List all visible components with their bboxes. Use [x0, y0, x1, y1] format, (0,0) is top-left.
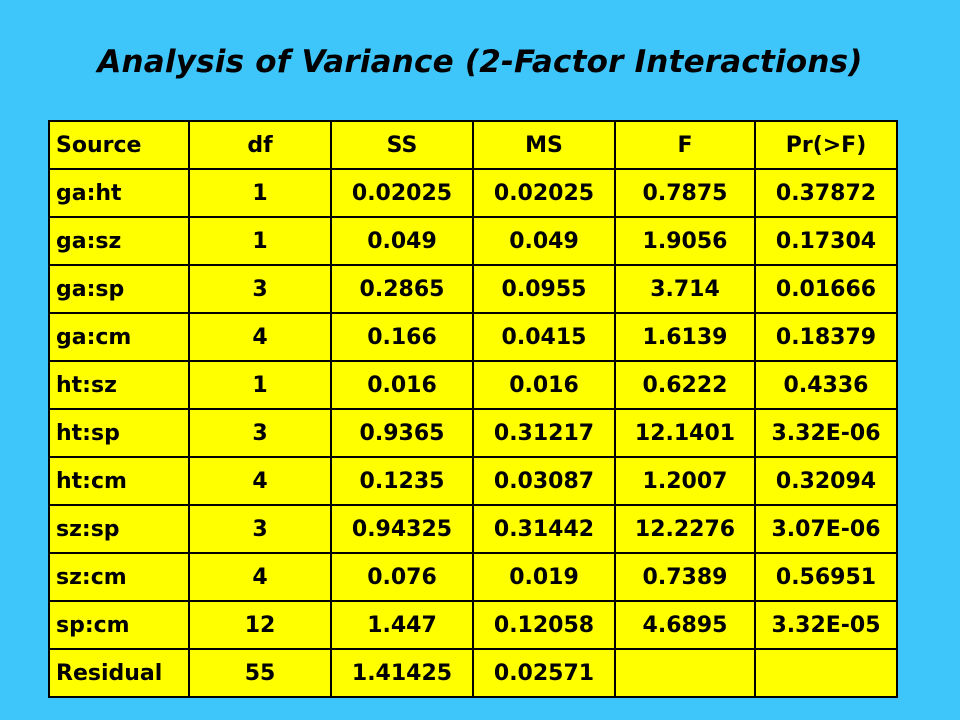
- cell-f: 12.1401: [614, 408, 756, 458]
- cell-source: ga:sp: [48, 264, 190, 314]
- cell-ss: 0.1235: [330, 456, 474, 506]
- cell-ss: 0.166: [330, 312, 474, 362]
- anova-table-container: Source df SS MS F Pr(>F) ga:ht 1 0.02025 0.…: [48, 120, 898, 698]
- cell-ss: 0.049: [330, 216, 474, 266]
- cell-df: 3: [188, 264, 332, 314]
- anova-table: Source df SS MS F Pr(>F) ga:ht 1 0.02025 0.…: [48, 120, 898, 698]
- cell-f: 1.9056: [614, 216, 756, 266]
- cell-df: 12: [188, 600, 332, 650]
- cell-pvalue: 0.18379: [754, 312, 898, 362]
- cell-ss: 0.94325: [330, 504, 474, 554]
- cell-f: [614, 648, 756, 698]
- cell-df: 1: [188, 216, 332, 266]
- table-row: ht:sz 1 0.016 0.016 0.6222 0.4336: [48, 360, 898, 410]
- cell-source: sp:cm: [48, 600, 190, 650]
- cell-source: ga:ht: [48, 168, 190, 218]
- cell-pvalue: 3.07E-06: [754, 504, 898, 554]
- table-row: ga:ht 1 0.02025 0.02025 0.7875 0.37872: [48, 168, 898, 218]
- cell-pvalue: 0.4336: [754, 360, 898, 410]
- table-row: sp:cm 12 1.447 0.12058 4.6895 3.32E-05: [48, 600, 898, 650]
- cell-ms: 0.02571: [472, 648, 616, 698]
- cell-pvalue: 3.32E-06: [754, 408, 898, 458]
- header-cell-source: Source: [48, 120, 190, 170]
- cell-ss: 0.2865: [330, 264, 474, 314]
- cell-df: 55: [188, 648, 332, 698]
- cell-ms: 0.03087: [472, 456, 616, 506]
- table-row: sz:sp 3 0.94325 0.31442 12.2276 3.07E-06: [48, 504, 898, 554]
- cell-df: 1: [188, 168, 332, 218]
- header-cell-df: df: [188, 120, 332, 170]
- page-title: Analysis of Variance (2-Factor Interacti…: [97, 44, 863, 80]
- cell-pvalue: 3.32E-05: [754, 600, 898, 650]
- header-cell-pvalue: Pr(>F): [754, 120, 898, 170]
- cell-pvalue: 0.32094: [754, 456, 898, 506]
- cell-pvalue: 0.37872: [754, 168, 898, 218]
- cell-f: 12.2276: [614, 504, 756, 554]
- header-cell-f: F: [614, 120, 756, 170]
- table-row: ga:sz 1 0.049 0.049 1.9056 0.17304: [48, 216, 898, 266]
- cell-source: Residual: [48, 648, 190, 698]
- table-row: Residual 55 1.41425 0.02571: [48, 648, 898, 698]
- cell-source: sz:sp: [48, 504, 190, 554]
- table-row: ga:cm 4 0.166 0.0415 1.6139 0.18379: [48, 312, 898, 362]
- cell-df: 4: [188, 552, 332, 602]
- cell-ms: 0.12058: [472, 600, 616, 650]
- cell-df: 4: [188, 456, 332, 506]
- cell-f: 0.6222: [614, 360, 756, 410]
- cell-ms: 0.02025: [472, 168, 616, 218]
- cell-source: sz:cm: [48, 552, 190, 602]
- cell-ss: 0.9365: [330, 408, 474, 458]
- cell-df: 4: [188, 312, 332, 362]
- cell-f: 1.2007: [614, 456, 756, 506]
- cell-ss: 0.02025: [330, 168, 474, 218]
- cell-ss: 0.076: [330, 552, 474, 602]
- cell-ss: 1.41425: [330, 648, 474, 698]
- cell-ms: 0.31217: [472, 408, 616, 458]
- cell-ss: 0.016: [330, 360, 474, 410]
- cell-ms: 0.049: [472, 216, 616, 266]
- cell-ms: 0.019: [472, 552, 616, 602]
- cell-source: ga:sz: [48, 216, 190, 266]
- cell-f: 0.7875: [614, 168, 756, 218]
- cell-pvalue: 0.01666: [754, 264, 898, 314]
- cell-f: 3.714: [614, 264, 756, 314]
- cell-ms: 0.016: [472, 360, 616, 410]
- cell-df: 1: [188, 360, 332, 410]
- cell-pvalue: 0.56951: [754, 552, 898, 602]
- table-row: ht:cm 4 0.1235 0.03087 1.2007 0.32094: [48, 456, 898, 506]
- header-cell-ss: SS: [330, 120, 474, 170]
- cell-ms: 0.31442: [472, 504, 616, 554]
- cell-ms: 0.0955: [472, 264, 616, 314]
- cell-f: 0.7389: [614, 552, 756, 602]
- cell-df: 3: [188, 408, 332, 458]
- cell-source: ht:sp: [48, 408, 190, 458]
- cell-df: 3: [188, 504, 332, 554]
- header-row: Source df SS MS F Pr(>F): [48, 120, 898, 170]
- header-cell-ms: MS: [472, 120, 616, 170]
- cell-f: 1.6139: [614, 312, 756, 362]
- cell-source: ht:cm: [48, 456, 190, 506]
- cell-source: ga:cm: [48, 312, 190, 362]
- cell-ms: 0.0415: [472, 312, 616, 362]
- table-row: ga:sp 3 0.2865 0.0955 3.714 0.01666: [48, 264, 898, 314]
- cell-ss: 1.447: [330, 600, 474, 650]
- cell-f: 4.6895: [614, 600, 756, 650]
- cell-pvalue: [754, 648, 898, 698]
- table-row: sz:cm 4 0.076 0.019 0.7389 0.56951: [48, 552, 898, 602]
- cell-pvalue: 0.17304: [754, 216, 898, 266]
- cell-source: ht:sz: [48, 360, 190, 410]
- table-row: ht:sp 3 0.9365 0.31217 12.1401 3.32E-06: [48, 408, 898, 458]
